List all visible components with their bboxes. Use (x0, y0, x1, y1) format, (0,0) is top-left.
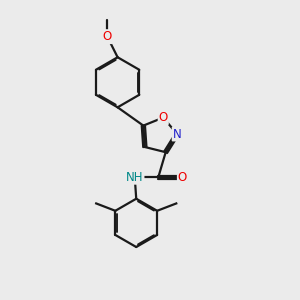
Text: O: O (159, 111, 168, 124)
Text: O: O (103, 30, 112, 43)
Text: O: O (178, 171, 187, 184)
Text: NH: NH (126, 171, 143, 184)
Text: N: N (173, 128, 182, 140)
